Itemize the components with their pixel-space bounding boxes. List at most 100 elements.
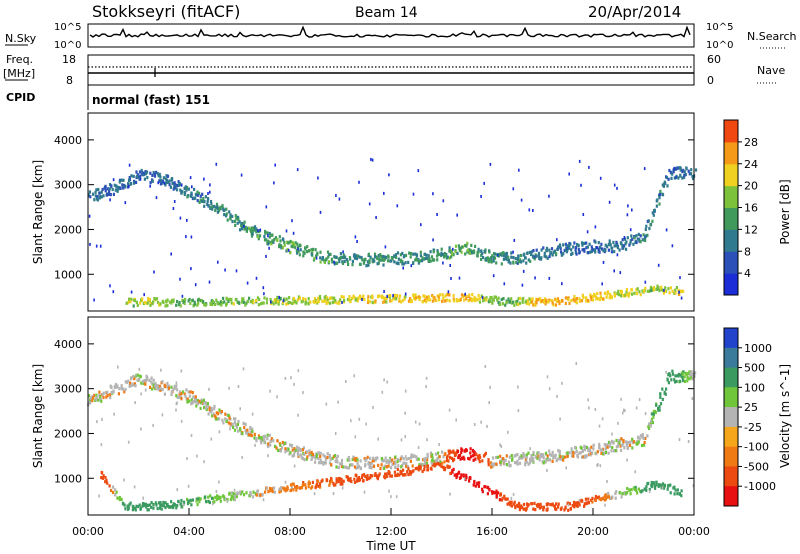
echo-cell bbox=[528, 208, 531, 212]
echo-cell bbox=[677, 176, 680, 180]
echo-cell bbox=[595, 452, 598, 456]
echo-cell bbox=[504, 497, 507, 501]
echo-cell bbox=[549, 503, 552, 507]
echo-cell bbox=[156, 387, 159, 391]
echo-cell bbox=[187, 499, 190, 503]
echo-cell bbox=[686, 376, 689, 380]
echo-cell bbox=[214, 208, 217, 212]
echo-cell bbox=[297, 446, 300, 450]
echo-cell bbox=[456, 449, 460, 453]
echo-cell bbox=[132, 174, 135, 178]
echo-cell bbox=[590, 498, 593, 502]
echo-cell bbox=[213, 204, 216, 209]
echo-cell bbox=[310, 457, 313, 461]
echo-cell bbox=[541, 299, 544, 303]
echo-cell bbox=[549, 452, 552, 457]
echo-cell bbox=[245, 431, 248, 435]
echo-cell bbox=[229, 497, 232, 502]
echo-cell bbox=[214, 302, 217, 306]
echo-cell bbox=[559, 244, 562, 248]
echo-cell bbox=[132, 374, 135, 379]
echo-cell bbox=[101, 476, 105, 480]
echo-cell bbox=[534, 276, 536, 280]
echo-cell bbox=[629, 239, 632, 243]
echo-cell bbox=[221, 204, 224, 208]
x-tick-label: 00:00 bbox=[72, 525, 104, 538]
echo-cell bbox=[565, 250, 568, 254]
echo-cell bbox=[684, 371, 687, 375]
echo-cell bbox=[618, 441, 621, 445]
echo-cell bbox=[604, 248, 607, 252]
echo-cell bbox=[293, 464, 296, 468]
echo-cell bbox=[522, 502, 526, 507]
echo-cell bbox=[409, 297, 412, 301]
echo-cell bbox=[588, 165, 590, 169]
echo-cell bbox=[426, 438, 428, 442]
echo-cell bbox=[194, 400, 197, 404]
echo-cell bbox=[372, 459, 375, 463]
echo-cell bbox=[112, 192, 115, 196]
echo-cell bbox=[123, 478, 125, 482]
echo-cell bbox=[246, 281, 249, 285]
echo-cell bbox=[310, 248, 313, 252]
echo-cell bbox=[662, 291, 665, 295]
echo-cell bbox=[645, 234, 648, 238]
echo-cell bbox=[532, 507, 535, 511]
echo-cell bbox=[286, 248, 289, 252]
nsearch-label: N.Search bbox=[747, 30, 797, 43]
echo-cell bbox=[356, 462, 359, 466]
echo-cell bbox=[417, 446, 420, 450]
echo-cell bbox=[242, 367, 245, 371]
echo-cell bbox=[228, 414, 231, 418]
echo-cell bbox=[269, 439, 272, 443]
echo-cell bbox=[184, 191, 187, 195]
echo-cell bbox=[461, 295, 464, 299]
echo-cell bbox=[444, 299, 447, 303]
echo-cell bbox=[356, 299, 359, 303]
echo-cell bbox=[452, 467, 455, 471]
echo-cell bbox=[282, 486, 285, 490]
echo-cell bbox=[272, 302, 275, 306]
echo-cell bbox=[386, 380, 388, 384]
echo-cell bbox=[677, 288, 680, 292]
echo-cell bbox=[632, 242, 635, 246]
colorbar-tick-label: -100 bbox=[744, 441, 769, 454]
echo-cell bbox=[223, 213, 226, 217]
echo-cell bbox=[525, 453, 528, 457]
echo-cell bbox=[383, 378, 385, 382]
echo-cell bbox=[575, 252, 578, 256]
echo-cell bbox=[528, 297, 531, 301]
echo-cell bbox=[385, 465, 388, 469]
echo-cell bbox=[329, 481, 332, 485]
echo-cell bbox=[210, 408, 214, 412]
echo-cell bbox=[631, 292, 634, 296]
echo-cell bbox=[242, 421, 245, 425]
echo-cell bbox=[433, 462, 436, 466]
echo-cell bbox=[426, 452, 429, 457]
echo-cell bbox=[493, 462, 496, 466]
echo-cell bbox=[371, 300, 374, 304]
echo-cell bbox=[205, 403, 208, 407]
echo-cell bbox=[585, 501, 588, 505]
echo-cell bbox=[510, 297, 513, 301]
echo-cell bbox=[224, 268, 226, 272]
echo-cell bbox=[297, 249, 300, 253]
echo-cell bbox=[145, 378, 148, 382]
echo-cell bbox=[263, 234, 266, 239]
echo-cell bbox=[173, 384, 176, 388]
echo-cell bbox=[195, 193, 198, 197]
echo-cell bbox=[224, 497, 227, 501]
echo-cell bbox=[604, 493, 607, 497]
echo-cell bbox=[190, 194, 193, 198]
echo-cell bbox=[275, 301, 278, 305]
echo-cell bbox=[685, 372, 688, 376]
echo-cell bbox=[429, 250, 432, 254]
echo-cell bbox=[278, 295, 280, 299]
echo-cell bbox=[536, 451, 539, 455]
echo-cell bbox=[628, 243, 631, 247]
echo-cell bbox=[102, 474, 105, 478]
echo-cell bbox=[258, 234, 262, 238]
echo-cell bbox=[397, 464, 400, 468]
echo-cell bbox=[599, 464, 602, 468]
